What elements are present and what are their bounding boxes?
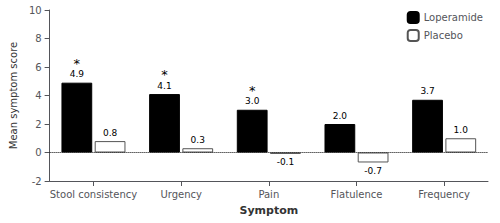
svg-text:2: 2 [35,119,41,130]
svg-text:10: 10 [29,5,42,16]
svg-text:3.7: 3.7 [420,86,434,96]
svg-text:4.1: 4.1 [157,81,171,91]
svg-text:4.9: 4.9 [70,69,85,79]
svg-text:-2: -2 [32,176,42,187]
svg-text:-0.7: -0.7 [364,166,382,176]
svg-text:Mean symptom score: Mean symptom score [8,42,19,149]
svg-text:Urgency: Urgency [160,189,202,200]
svg-text:0: 0 [35,147,41,158]
svg-text:4: 4 [35,90,41,101]
svg-text:0.8: 0.8 [103,128,118,138]
svg-text:Pain: Pain [258,189,279,200]
svg-text:8: 8 [35,33,41,44]
svg-text:Frequency: Frequency [418,189,470,200]
svg-text:2.0: 2.0 [333,111,348,121]
svg-text:Placebo: Placebo [424,30,463,41]
svg-text:3.0: 3.0 [245,96,260,106]
svg-text:-0.1: -0.1 [277,157,295,167]
svg-text:0.3: 0.3 [191,135,205,145]
svg-text:Stool consistency: Stool consistency [50,189,138,200]
svg-text:Loperamide: Loperamide [424,12,483,23]
svg-text:Symptom: Symptom [239,204,298,217]
svg-text:Flatulence: Flatulence [331,189,383,200]
svg-text:6: 6 [35,62,41,73]
svg-text:1.0: 1.0 [454,125,469,135]
